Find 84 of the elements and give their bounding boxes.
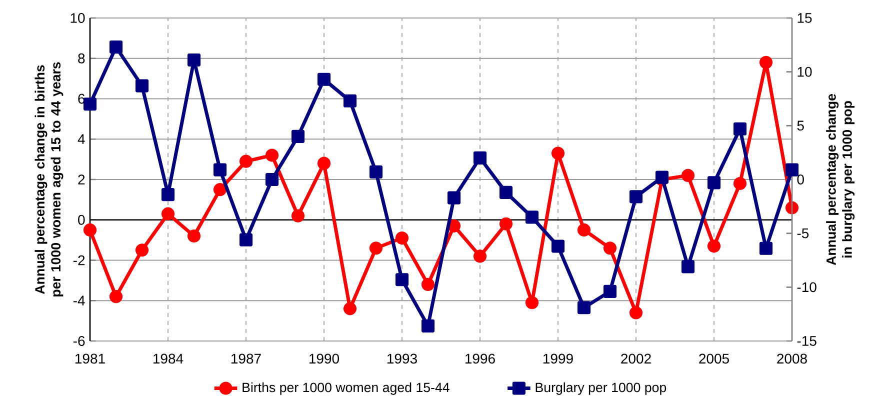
- point: [629, 306, 643, 320]
- point: [785, 163, 799, 176]
- y2-tick-label: -5: [797, 228, 809, 238]
- point: [733, 176, 747, 190]
- point: [291, 130, 305, 143]
- point: [759, 56, 773, 69]
- point: [135, 244, 149, 257]
- point: [707, 240, 721, 253]
- legend-label: Births per 1000 women aged 15-44: [242, 382, 450, 395]
- point: [473, 250, 487, 263]
- y-tick-label: 0: [78, 214, 85, 225]
- point: [603, 242, 617, 255]
- y-tick-label: -4: [73, 296, 85, 306]
- point: [213, 163, 227, 176]
- point: [603, 284, 617, 298]
- point: [551, 240, 565, 253]
- y2-axis-title: Annual percentage change in burglary per 1000 pop: [826, 94, 855, 266]
- y2-tick-label: 0: [797, 174, 804, 184]
- x-tick-label: 1981: [76, 354, 105, 364]
- point: [343, 302, 357, 316]
- x-tick-label: 2002: [621, 354, 651, 364]
- x-tick-label: 1999: [544, 354, 573, 364]
- y-tick-label: 8: [78, 53, 85, 64]
- point: [447, 219, 461, 232]
- point: [525, 296, 539, 310]
- point: [447, 191, 461, 204]
- y2-tick-label: 10: [798, 66, 812, 77]
- point: [785, 201, 799, 214]
- y2-tick-label: 15: [798, 13, 812, 23]
- point: [135, 79, 149, 92]
- point: [369, 242, 383, 255]
- point: [395, 231, 409, 245]
- point: [317, 156, 331, 170]
- point: [629, 190, 643, 204]
- point: [551, 146, 565, 160]
- point: [213, 183, 227, 196]
- y-tick-label: 4: [78, 134, 85, 144]
- point: [343, 94, 357, 108]
- point: [525, 210, 539, 224]
- point: [421, 278, 435, 291]
- x-tick-label: 1996: [466, 354, 495, 364]
- y2-tick-label: 5: [797, 120, 804, 131]
- point: [655, 170, 669, 184]
- point: [239, 154, 253, 168]
- y-tick-label: -6: [73, 336, 85, 346]
- point: [83, 223, 97, 236]
- point: [187, 53, 201, 67]
- point: [395, 273, 409, 286]
- y-tick-label: 2: [78, 174, 85, 184]
- point: [265, 172, 279, 186]
- legend-label: Burglary per 1000 pop: [536, 382, 666, 395]
- y2-tick-label: -15: [797, 336, 816, 346]
- point: [369, 165, 383, 178]
- point: [109, 290, 123, 304]
- point: [707, 176, 721, 190]
- point: [265, 148, 279, 162]
- point: [759, 242, 773, 255]
- point: [577, 301, 591, 314]
- point: [291, 209, 305, 222]
- y2-tick-label: -10: [797, 282, 816, 292]
- point: [499, 186, 513, 199]
- point: [681, 168, 695, 182]
- y-axis-title: Annual percentage change in births per 1000 women aged 15 to 44 years: [34, 62, 64, 296]
- point: [577, 223, 591, 236]
- x-tick-label: 1993: [388, 354, 417, 364]
- point: [733, 122, 747, 136]
- point: [473, 151, 487, 164]
- point: [109, 40, 123, 54]
- point: [161, 188, 175, 202]
- point: [161, 207, 175, 220]
- x-tick-label: 2008: [777, 354, 807, 364]
- point: [239, 233, 253, 246]
- x-tick-label: 2005: [699, 354, 729, 364]
- point: [83, 98, 97, 111]
- point: [317, 72, 331, 86]
- x-tick-label: 1987: [232, 354, 261, 364]
- y-tick-label: 10: [70, 13, 85, 23]
- point: [499, 217, 513, 230]
- point: [187, 229, 201, 243]
- x-tick-label: 1984: [154, 354, 184, 364]
- x-tick-label: 1990: [310, 354, 340, 364]
- y-tick-label: -2: [73, 255, 85, 266]
- point: [421, 319, 435, 332]
- point: [681, 260, 695, 274]
